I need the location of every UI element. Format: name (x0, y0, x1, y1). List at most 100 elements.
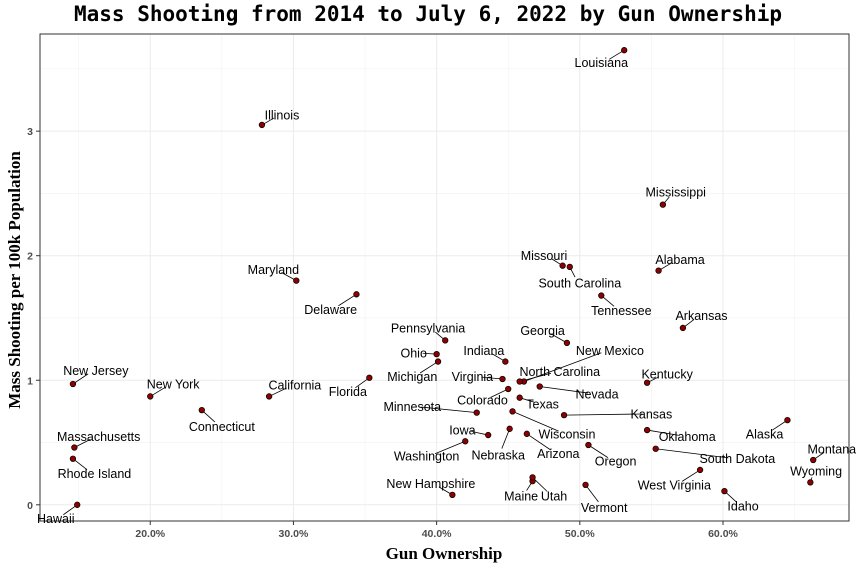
data-point (563, 339, 571, 347)
leader-line (647, 429, 679, 436)
data-point (655, 267, 662, 274)
point-label: Minnesota (383, 400, 441, 414)
x-axis-title: Gun Ownership (386, 544, 503, 563)
point-label: Georgia (520, 324, 565, 338)
data-point (643, 379, 651, 386)
data-point (598, 292, 605, 299)
leader-line (655, 448, 729, 459)
point-label: Oklahoma (659, 430, 716, 444)
leader-line (539, 386, 589, 394)
point-label: North Carolina (519, 365, 600, 379)
point-label: Missouri (521, 249, 568, 263)
point-label: Illinois (265, 108, 300, 122)
data-point (582, 481, 589, 489)
point-label: Nevada (575, 387, 618, 401)
data-point (721, 487, 728, 495)
data-point (529, 474, 536, 481)
data-point (523, 430, 530, 437)
data-point (506, 425, 513, 432)
leader-line (268, 387, 287, 397)
data-point (74, 501, 81, 508)
data-point (198, 406, 205, 414)
data-point (559, 262, 566, 269)
x-tick-label: 50.0% (565, 528, 595, 540)
leader-line (490, 388, 509, 398)
point-label: Colorado (457, 394, 508, 408)
data-point (516, 394, 523, 401)
point-label: Tennessee (591, 304, 652, 318)
data-point (536, 383, 543, 390)
point-label: Mississippi (646, 186, 706, 200)
leader-line (419, 361, 439, 374)
data-point (566, 263, 573, 271)
point-label: Rhode Island (58, 467, 132, 481)
major-gridlines (40, 34, 849, 521)
point-label: Idaho (727, 500, 758, 514)
point-label: New Hampshire (386, 477, 475, 491)
data-point (643, 426, 651, 434)
data-point (659, 201, 667, 208)
data-point (560, 411, 568, 419)
point-label: Kentucky (641, 368, 693, 382)
point-label: Iowa (449, 424, 475, 438)
data-point (679, 324, 687, 332)
point-label: Louisiana (575, 56, 629, 70)
point-label: New Jersey (63, 364, 129, 378)
data-point (366, 374, 373, 381)
data-point (516, 378, 523, 385)
point-label: Kansas (631, 407, 673, 421)
point-label: Maryland (248, 263, 299, 277)
leader-line (338, 293, 357, 307)
point-label: Wisconsin (538, 427, 595, 441)
y-tick-label: 0 (27, 500, 33, 512)
data-point (462, 438, 469, 445)
data-point (293, 277, 300, 284)
x-tick-label: 30.0% (279, 528, 309, 540)
point-label: Arkansas (675, 309, 727, 323)
leader-line (501, 428, 511, 449)
data-point (353, 291, 360, 298)
point-label: Massachusetts (57, 430, 140, 444)
minor-gridlines (40, 34, 849, 521)
data-point (449, 491, 456, 498)
point-label: Nebraska (471, 448, 525, 462)
point-label: Delaware (304, 303, 357, 317)
leader-line (434, 440, 466, 455)
point-label: California (268, 379, 321, 393)
leader-line (681, 469, 701, 482)
point-label: New Mexico (576, 344, 644, 358)
chart-title: Mass Shooting from 2014 to July 6, 2022 … (73, 2, 782, 26)
point-label: Virginia (452, 370, 494, 384)
data-point (434, 358, 442, 365)
point-label: Arizona (537, 447, 579, 461)
point-label: New York (147, 377, 201, 391)
data-point (499, 375, 506, 383)
point-label: Washington (394, 450, 460, 464)
point-label: Texas (526, 397, 559, 411)
point-label: Oregon (595, 455, 637, 469)
data-point (807, 479, 814, 486)
point-labels: Louisiana Illinois Mississippi Alabama Misso… (37, 56, 856, 526)
point-label: Florida (329, 385, 367, 399)
data-point (473, 409, 480, 416)
x-tick-label: 20.0% (135, 528, 165, 540)
y-axis-title: Mass Shooting per 100k Population (5, 151, 24, 409)
data-point (585, 441, 592, 449)
data-point (485, 431, 492, 439)
x-tick-label: 40.0% (422, 528, 452, 540)
point-label: Alabama (655, 253, 704, 267)
data-point (442, 337, 449, 344)
data-point (69, 380, 77, 388)
point-label: Hawaii (37, 512, 75, 526)
plot-panel-border (39, 33, 850, 522)
leader-line (526, 433, 551, 451)
point-label: Indiana (463, 344, 504, 358)
label-leader-lines (63, 49, 825, 516)
point-label: Pennsylvania (391, 321, 465, 335)
y-tick-label: 1 (27, 375, 33, 387)
data-point (433, 350, 440, 358)
data-point (502, 358, 509, 365)
point-label: West Virginia (638, 478, 711, 492)
y-tick-label: 2 (27, 251, 33, 263)
point-label: Utah (541, 490, 567, 504)
